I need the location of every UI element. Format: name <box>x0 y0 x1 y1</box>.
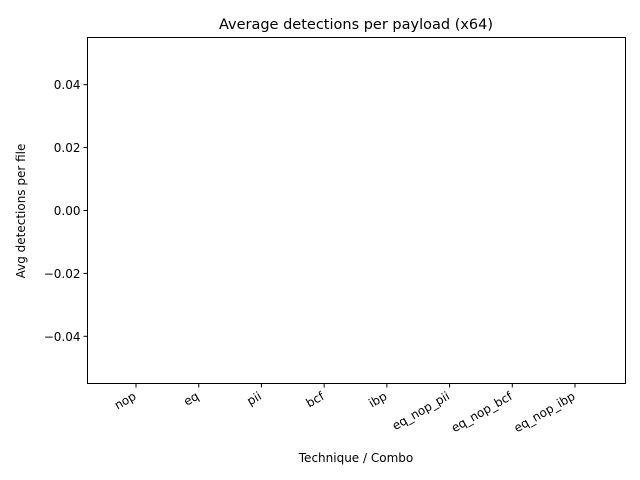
y-axis: −0.04 −0.02 0.00 0.02 0.04 <box>44 78 88 344</box>
x-tick-label: pii <box>245 389 264 408</box>
y-tick-label: 0.02 <box>54 141 81 155</box>
y-tick-label: 0.00 <box>54 204 81 218</box>
x-tick-label: eq <box>181 389 201 409</box>
y-tick-label: −0.04 <box>44 330 81 344</box>
y-tick-label: 0.04 <box>54 78 81 92</box>
x-axis-label: Technique / Combo <box>298 451 413 465</box>
y-tick-label: −0.02 <box>44 267 81 281</box>
chart-title: Average detections per payload (x64) <box>219 17 493 33</box>
y-axis-label: Avg detections per file <box>14 144 28 279</box>
